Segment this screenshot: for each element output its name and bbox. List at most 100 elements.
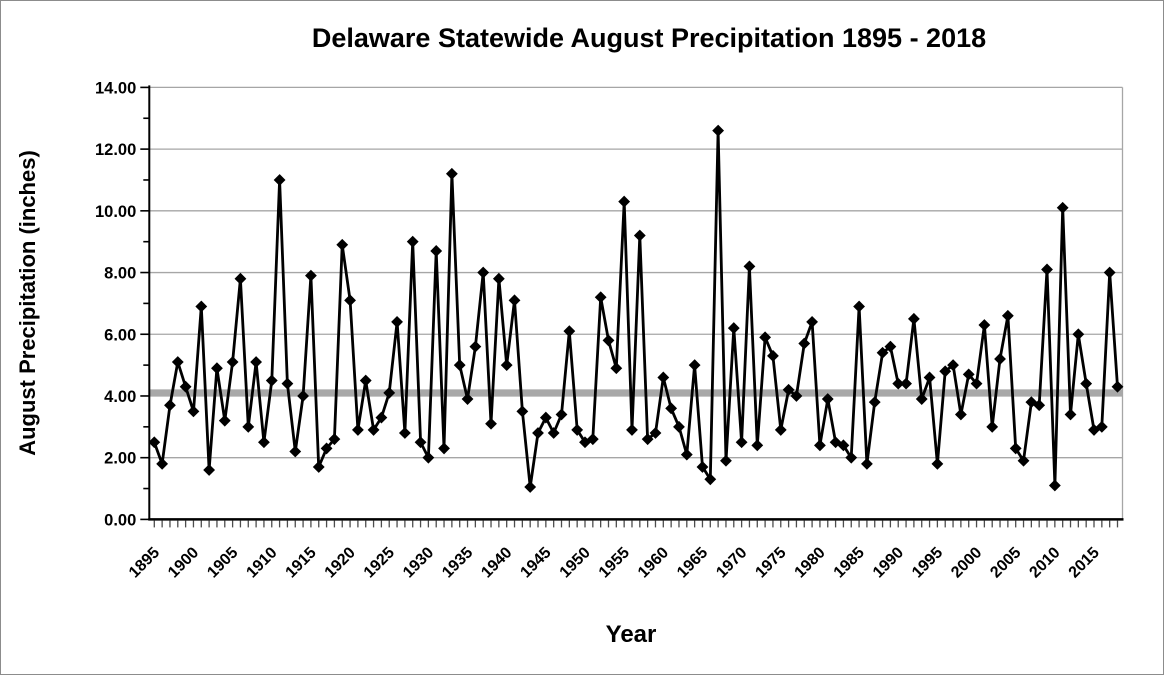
- y-tick-label: 4.00: [104, 388, 136, 406]
- y-axis-title: August Precipitation (inches): [15, 150, 40, 456]
- data-point: [1064, 408, 1077, 421]
- data-point: [258, 436, 270, 449]
- x-tick-label: 1975: [752, 544, 789, 581]
- data-point: [586, 433, 599, 446]
- y-tick-label: 2.00: [104, 450, 136, 468]
- data-point: [571, 424, 584, 436]
- data-point: [970, 377, 983, 390]
- data-point: [250, 356, 263, 368]
- data-point: [516, 405, 529, 418]
- data-point: [312, 461, 325, 473]
- data-point: [947, 359, 959, 372]
- data-point: [351, 424, 364, 436]
- chart-title: Delaware Statewide August Precipitation …: [312, 23, 986, 53]
- data-point: [978, 319, 991, 331]
- data-point: [618, 195, 631, 208]
- y-tick-label: 0.00: [104, 511, 136, 529]
- data-point: [195, 300, 208, 313]
- x-tick-label: 1960: [635, 544, 672, 581]
- data-point: [986, 420, 999, 433]
- data-point: [406, 235, 419, 248]
- data-point: [688, 359, 701, 372]
- data-point: [328, 433, 341, 446]
- data-point: [500, 359, 513, 372]
- data-point: [391, 316, 403, 328]
- data-point: [461, 393, 474, 405]
- data-point: [915, 393, 928, 405]
- data-point: [782, 383, 795, 396]
- data-point: [1025, 396, 1038, 409]
- data-point: [806, 316, 819, 328]
- data-point: [1072, 328, 1085, 341]
- data-point: [665, 402, 678, 415]
- data-point: [171, 356, 184, 368]
- data-point: [367, 424, 380, 436]
- x-tick-label: 1930: [400, 544, 437, 581]
- data-point: [164, 399, 176, 412]
- data-point: [868, 396, 881, 409]
- data-point: [359, 374, 372, 387]
- x-tick-label: 2010: [1026, 544, 1063, 581]
- data-point: [735, 436, 748, 449]
- data-point: [884, 340, 897, 353]
- data-point: [1001, 309, 1014, 322]
- data-point: [814, 439, 826, 452]
- x-tick-label: 1905: [204, 544, 241, 581]
- data-point: [156, 457, 169, 470]
- data-point: [923, 371, 936, 384]
- data-point: [853, 300, 865, 313]
- y-tick-label: 14.00: [95, 79, 136, 97]
- data-point: [445, 167, 458, 180]
- data-point: [297, 390, 309, 402]
- data-point: [281, 377, 294, 390]
- data-point: [939, 365, 952, 378]
- data-point: [845, 451, 858, 464]
- data-point: [203, 464, 216, 476]
- data-point: [633, 229, 646, 242]
- data-point: [344, 294, 356, 307]
- y-tick-label: 12.00: [95, 141, 136, 159]
- data-point: [657, 371, 670, 384]
- data-point: [492, 272, 505, 285]
- data-point: [594, 291, 607, 304]
- data-point: [602, 334, 615, 347]
- data-point: [759, 331, 772, 344]
- y-tick-label: 8.00: [104, 265, 136, 283]
- data-point: [876, 346, 889, 359]
- data-point: [438, 442, 450, 455]
- data-point: [1080, 377, 1093, 390]
- data-point: [994, 353, 1006, 365]
- data-point: [641, 433, 654, 446]
- data-point: [179, 380, 192, 393]
- y-tick-label: 6.00: [104, 326, 136, 344]
- data-point: [218, 414, 231, 427]
- data-point: [524, 481, 537, 493]
- data-line: [152, 129, 1119, 489]
- data-point: [1033, 399, 1046, 412]
- x-tick-label: 1910: [243, 544, 280, 581]
- x-tick-label: 2005: [987, 544, 1024, 581]
- data-point: [1041, 263, 1053, 276]
- x-tick-label: 1920: [322, 544, 359, 581]
- data-point: [774, 424, 787, 436]
- data-point: [469, 340, 482, 353]
- x-tick-label: 1995: [909, 544, 946, 581]
- data-point: [430, 245, 443, 257]
- data-point: [712, 124, 725, 137]
- x-tick-label: 1945: [517, 544, 554, 581]
- data-point: [273, 174, 286, 186]
- data-point: [626, 424, 638, 436]
- data-point: [649, 427, 662, 439]
- data-point: [751, 439, 764, 452]
- data-point: [1056, 201, 1069, 214]
- data-point: [907, 312, 920, 325]
- data-point: [563, 325, 576, 338]
- x-tick-label: 1895: [126, 544, 163, 581]
- data-point: [336, 238, 349, 251]
- data-point: [900, 377, 912, 390]
- x-tick-label: 1985: [831, 544, 868, 581]
- x-tick-label: 1950: [557, 544, 594, 581]
